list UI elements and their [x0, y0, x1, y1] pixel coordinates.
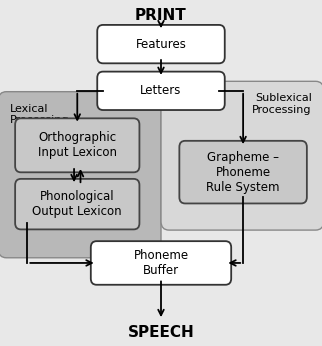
- FancyBboxPatch shape: [91, 241, 231, 285]
- Text: Sublexical
Processing: Sublexical Processing: [252, 93, 312, 115]
- Text: SPEECH: SPEECH: [128, 325, 194, 340]
- FancyBboxPatch shape: [97, 72, 225, 110]
- Text: Letters: Letters: [140, 84, 182, 97]
- Text: Lexical
Processing: Lexical Processing: [10, 104, 70, 125]
- FancyBboxPatch shape: [97, 25, 225, 63]
- FancyBboxPatch shape: [179, 141, 307, 203]
- Text: PRINT: PRINT: [135, 8, 187, 23]
- FancyBboxPatch shape: [15, 179, 139, 229]
- Text: Orthographic
Input Lexicon: Orthographic Input Lexicon: [38, 131, 117, 159]
- FancyBboxPatch shape: [15, 118, 139, 172]
- Text: Phoneme
Buffer: Phoneme Buffer: [133, 249, 189, 277]
- FancyBboxPatch shape: [0, 92, 161, 258]
- Text: Grapheme –
Phoneme
Rule System: Grapheme – Phoneme Rule System: [206, 151, 280, 194]
- Text: Phonological
Output Lexicon: Phonological Output Lexicon: [33, 190, 122, 218]
- FancyBboxPatch shape: [161, 81, 322, 230]
- Text: Features: Features: [136, 38, 186, 51]
